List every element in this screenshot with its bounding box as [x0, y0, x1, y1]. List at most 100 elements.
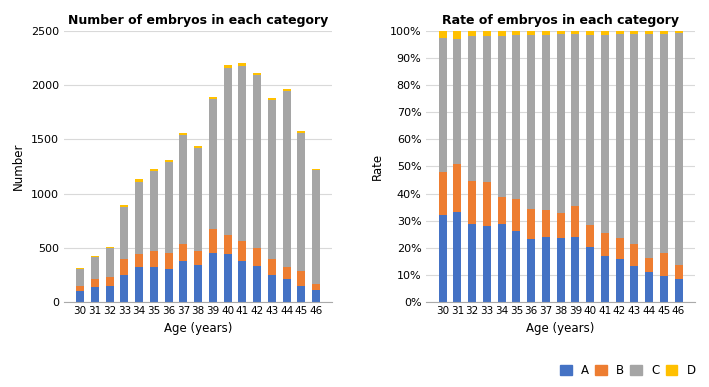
- Bar: [630, 244, 638, 266]
- Bar: [208, 97, 217, 99]
- Bar: [571, 237, 579, 302]
- Bar: [527, 31, 535, 35]
- Bar: [91, 279, 99, 287]
- Bar: [282, 89, 291, 91]
- Bar: [106, 247, 113, 248]
- Bar: [223, 253, 232, 302]
- Bar: [194, 146, 202, 148]
- Bar: [586, 31, 594, 35]
- Y-axis label: Rate: Rate: [372, 153, 384, 180]
- Bar: [253, 248, 261, 265]
- Bar: [542, 35, 550, 210]
- Bar: [542, 31, 550, 35]
- Bar: [660, 276, 668, 302]
- Bar: [282, 91, 291, 267]
- Bar: [179, 135, 187, 245]
- Bar: [312, 284, 320, 291]
- Bar: [91, 256, 99, 257]
- Bar: [179, 245, 187, 261]
- Bar: [527, 35, 535, 209]
- Bar: [438, 215, 447, 302]
- Bar: [76, 291, 84, 302]
- Bar: [297, 286, 306, 302]
- Bar: [660, 34, 668, 253]
- Bar: [571, 31, 579, 34]
- Bar: [268, 100, 276, 259]
- Bar: [238, 63, 246, 66]
- Bar: [615, 238, 624, 259]
- Bar: [223, 68, 232, 235]
- Bar: [468, 224, 476, 302]
- Bar: [76, 269, 84, 286]
- Bar: [630, 34, 638, 244]
- Bar: [468, 36, 476, 181]
- Bar: [91, 287, 99, 302]
- Bar: [121, 275, 128, 302]
- X-axis label: Age (years): Age (years): [164, 322, 233, 335]
- Bar: [660, 253, 668, 276]
- Bar: [238, 66, 246, 241]
- Bar: [674, 33, 683, 265]
- Bar: [630, 31, 638, 34]
- Bar: [268, 275, 276, 302]
- Bar: [150, 252, 158, 267]
- Bar: [312, 291, 320, 302]
- Bar: [297, 133, 306, 271]
- Bar: [91, 257, 99, 279]
- Bar: [164, 269, 172, 302]
- Bar: [194, 251, 202, 265]
- Bar: [106, 286, 113, 302]
- Bar: [282, 279, 291, 302]
- Bar: [483, 31, 491, 36]
- Title: Rate of embryos in each category: Rate of embryos in each category: [442, 14, 679, 27]
- Bar: [586, 247, 594, 302]
- Bar: [645, 272, 653, 302]
- Bar: [121, 259, 128, 275]
- Bar: [164, 160, 172, 162]
- Bar: [121, 205, 128, 207]
- Bar: [76, 268, 84, 269]
- Bar: [513, 199, 520, 231]
- Bar: [438, 38, 447, 172]
- Title: Number of embryos in each category: Number of embryos in each category: [68, 14, 328, 27]
- Bar: [453, 212, 462, 302]
- Bar: [601, 35, 609, 233]
- Bar: [557, 31, 564, 34]
- Bar: [660, 31, 668, 34]
- Bar: [453, 39, 462, 164]
- Bar: [194, 265, 202, 302]
- Bar: [106, 277, 113, 286]
- X-axis label: Age (years): Age (years): [526, 322, 595, 335]
- Y-axis label: Number: Number: [12, 143, 26, 190]
- Bar: [586, 225, 594, 247]
- Bar: [121, 207, 128, 259]
- Bar: [453, 31, 462, 39]
- Bar: [253, 73, 261, 75]
- Bar: [76, 286, 84, 291]
- Bar: [498, 197, 506, 224]
- Bar: [586, 35, 594, 225]
- Bar: [135, 254, 143, 267]
- Bar: [282, 267, 291, 279]
- Bar: [542, 210, 550, 237]
- Bar: [513, 35, 520, 199]
- Bar: [150, 170, 158, 171]
- Bar: [630, 266, 638, 302]
- Bar: [179, 133, 187, 135]
- Bar: [453, 164, 462, 212]
- Bar: [527, 209, 535, 239]
- Bar: [645, 31, 653, 34]
- Bar: [601, 256, 609, 302]
- Bar: [601, 31, 609, 35]
- Bar: [674, 279, 683, 302]
- Bar: [557, 34, 564, 213]
- Bar: [150, 267, 158, 302]
- Bar: [601, 233, 609, 256]
- Bar: [208, 229, 217, 253]
- Bar: [615, 34, 624, 238]
- Bar: [268, 98, 276, 100]
- Legend: A, B, C, D: A, B, C, D: [560, 364, 696, 377]
- Bar: [312, 170, 320, 284]
- Bar: [238, 261, 246, 302]
- Bar: [468, 31, 476, 36]
